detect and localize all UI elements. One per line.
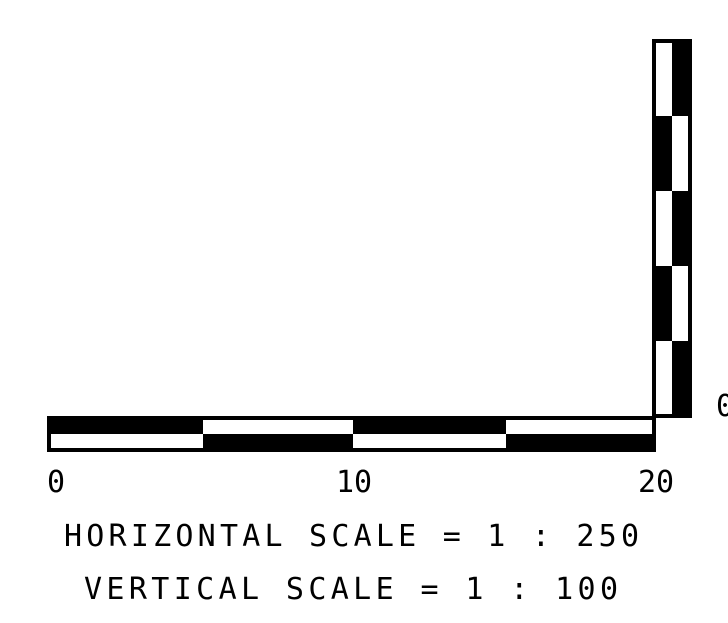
hbar-tick-label-20: 20: [638, 465, 674, 500]
vbar-tick-label-0: 0: [716, 389, 728, 424]
vbar-segment-4-right: [672, 266, 690, 341]
vertical-scale-bar: [652, 39, 692, 418]
hbar-segment-3-bottom: [353, 434, 506, 450]
vertical-scale-caption: VERTICAL SCALE = 1 : 100: [84, 572, 618, 607]
vbar-segment-2-left: [654, 116, 672, 191]
horizontal-scale-caption: HORIZONTAL SCALE = 1 : 250: [64, 519, 639, 554]
vbar-segment-3-right: [672, 191, 690, 266]
hbar-segment-3-top: [353, 418, 506, 434]
hbar-segment-1-top: [49, 418, 203, 434]
hbar-segment-1-bottom: [49, 434, 203, 450]
hbar-outline: [47, 416, 656, 452]
hbar-segment-2-top: [203, 418, 353, 434]
hbar-tick-label-10: 10: [336, 465, 372, 500]
vbar-segment-2-right: [672, 116, 690, 191]
hbar-segment-2-bottom: [203, 434, 353, 450]
horizontal-scale-bar: [47, 416, 656, 452]
hbar-segment-4-bottom: [506, 434, 654, 450]
vbar-outline: [652, 39, 692, 418]
vbar-segment-1-left: [654, 41, 672, 116]
hbar-tick-label-0: 0: [47, 465, 65, 500]
vbar-segment-1-right: [672, 41, 690, 116]
vbar-segment-3-left: [654, 191, 672, 266]
hbar-segment-4-top: [506, 418, 654, 434]
vbar-segment-5-left: [654, 341, 672, 416]
vbar-segment-5-right: [672, 341, 690, 416]
vbar-segment-4-left: [654, 266, 672, 341]
